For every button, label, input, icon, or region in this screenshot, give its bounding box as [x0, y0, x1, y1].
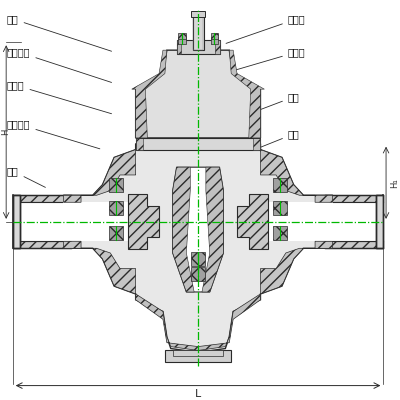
Polygon shape — [260, 241, 333, 294]
Polygon shape — [173, 167, 224, 292]
Polygon shape — [202, 167, 224, 292]
Text: 阀芯: 阀芯 — [240, 92, 300, 118]
Polygon shape — [215, 40, 220, 54]
Bar — [136, 138, 260, 150]
Bar — [210, 37, 218, 44]
Polygon shape — [325, 241, 383, 248]
Text: 密封圈: 密封圈 — [226, 14, 305, 43]
Bar — [193, 15, 203, 50]
Bar — [273, 226, 287, 240]
Text: 阀座: 阀座 — [257, 129, 300, 148]
Polygon shape — [325, 195, 383, 202]
Bar — [192, 15, 204, 50]
Polygon shape — [132, 50, 167, 138]
Bar — [173, 350, 224, 356]
Polygon shape — [64, 150, 136, 202]
Text: 阀座垫圈: 阀座垫圈 — [7, 119, 100, 149]
Polygon shape — [229, 50, 264, 138]
Bar — [191, 11, 205, 17]
Text: 均流室: 均流室 — [7, 80, 112, 114]
Polygon shape — [128, 194, 159, 249]
Text: 下阀杆: 下阀杆 — [226, 47, 305, 73]
Bar — [325, 202, 383, 241]
Bar — [109, 226, 123, 240]
Bar — [165, 350, 231, 362]
Bar — [13, 202, 71, 241]
Polygon shape — [173, 167, 194, 292]
Bar — [376, 195, 383, 248]
Bar — [177, 40, 220, 54]
Polygon shape — [237, 194, 268, 249]
Polygon shape — [136, 294, 260, 350]
Bar — [109, 178, 123, 192]
Polygon shape — [13, 241, 71, 248]
Text: 阀体: 阀体 — [7, 166, 46, 187]
Bar — [191, 268, 205, 282]
Bar — [13, 195, 20, 248]
Bar — [376, 195, 383, 248]
Bar — [191, 252, 205, 266]
Bar — [13, 195, 20, 248]
Bar — [273, 178, 287, 192]
Bar — [210, 33, 218, 39]
Bar — [109, 201, 123, 215]
Polygon shape — [253, 138, 260, 150]
Text: L: L — [195, 389, 201, 399]
Polygon shape — [260, 150, 333, 202]
Bar — [178, 37, 186, 44]
Polygon shape — [64, 144, 333, 352]
Polygon shape — [177, 40, 181, 54]
Polygon shape — [64, 241, 136, 294]
Text: 阀盖: 阀盖 — [7, 14, 112, 51]
Polygon shape — [13, 195, 71, 202]
Polygon shape — [64, 202, 136, 241]
Bar — [273, 201, 287, 215]
Polygon shape — [136, 50, 260, 138]
Polygon shape — [136, 138, 144, 150]
Text: H: H — [1, 129, 10, 135]
Polygon shape — [260, 202, 333, 241]
Text: 阀盖垫圈: 阀盖垫圈 — [7, 47, 112, 82]
Text: H₁: H₁ — [390, 178, 399, 188]
Bar — [178, 33, 186, 39]
